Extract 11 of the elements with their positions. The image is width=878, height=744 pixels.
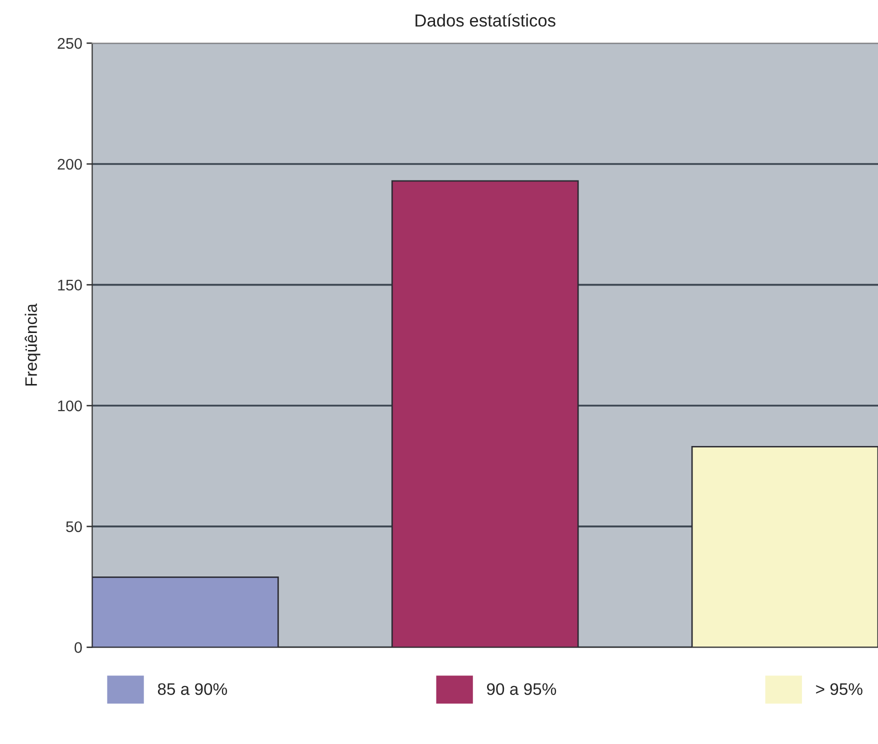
- legend-label: > 95%: [816, 683, 862, 696]
- y-tick-label: 250: [58, 38, 82, 49]
- y-tick-label: 50: [66, 521, 82, 532]
- y-axis-title: Freqüência: [24, 304, 40, 386]
- chart-title: Dados estatísticos: [416, 14, 556, 27]
- y-tick-label: 200: [58, 158, 82, 170]
- y-tick-label: 150: [58, 280, 82, 290]
- legend-label: 90 a 95%: [487, 683, 556, 696]
- y-tick-label: 0: [74, 642, 82, 653]
- y-tick-label: 100: [58, 400, 82, 412]
- legend-label: 85 a 90%: [158, 683, 228, 696]
